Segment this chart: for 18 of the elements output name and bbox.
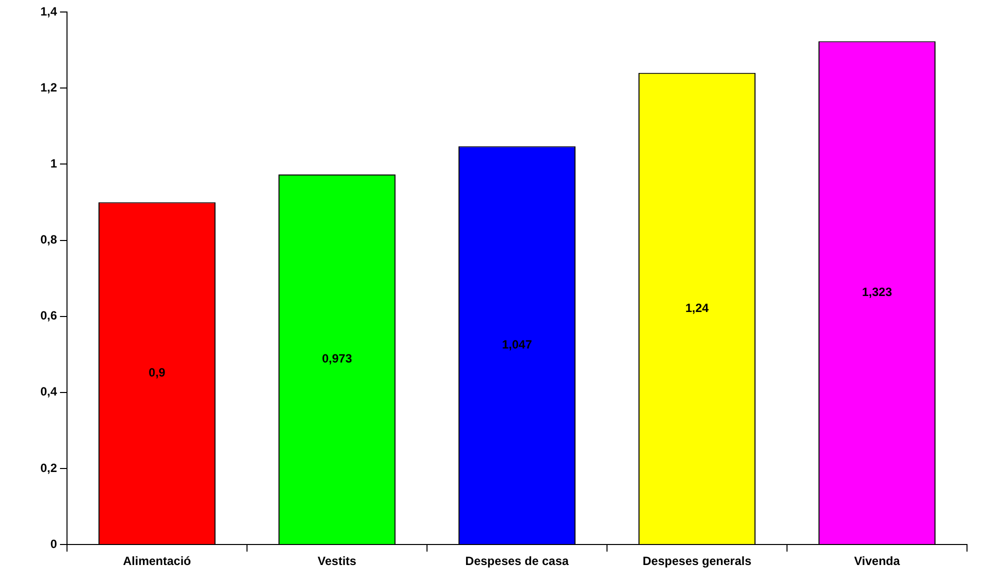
x-tick-label: Despeses de casa: [465, 554, 570, 568]
y-tick-label: 1: [50, 156, 58, 170]
x-tick-label: Vivenda: [854, 554, 900, 568]
y-tick-label: 0: [50, 536, 58, 551]
x-tick-label: Vestits: [318, 554, 357, 568]
y-tick-label: 0,2: [40, 460, 58, 475]
data-label: 0,9: [148, 365, 166, 380]
x-tick-label: Alimentació: [122, 554, 192, 568]
data-label: 1,323: [862, 285, 892, 300]
data-label: 0,973: [322, 352, 352, 366]
y-tick-label: 0,4: [40, 384, 58, 399]
y-tick-label: 0,8: [40, 232, 58, 247]
data-label: 1,24: [685, 300, 709, 315]
data-label: 1,047: [502, 338, 532, 352]
y-tick-label: 0,6: [40, 308, 58, 323]
y-tick-label: 1,2: [40, 80, 58, 94]
y-tick-label: 1,4: [40, 4, 58, 18]
x-tick-label: Despeses generals: [642, 554, 752, 568]
